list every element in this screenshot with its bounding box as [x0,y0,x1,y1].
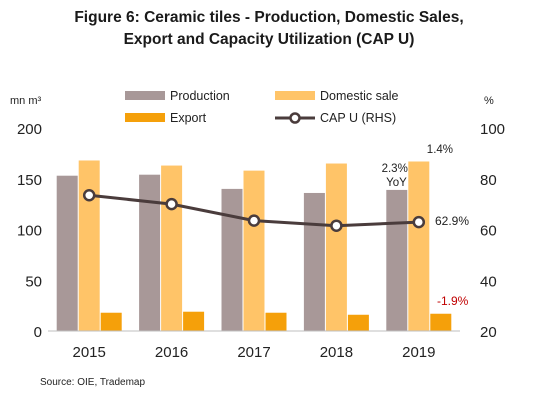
point-capu [165,197,178,211]
x-tick-label: 2019 [402,344,435,361]
right-tick-label: 60 [480,223,497,240]
point-capu [247,214,261,227]
annotation-export-2019: -1.9% [437,294,469,308]
legend-swatch-production [125,91,165,100]
left-tick-label: 200 [17,121,42,138]
right-tick-label: 100 [480,121,505,138]
bar-export [183,311,205,331]
bar-domestic-sale [243,170,265,331]
left-tick-label: 100 [17,223,42,240]
right-axis-unit: % [484,95,494,107]
annotation-production-2019-yoy: YoY [386,177,407,189]
x-tick-label: 2016 [155,344,188,361]
left-tick-label: 0 [34,324,42,341]
x-tick-label: 2015 [73,344,106,361]
chart-title: Figure 6: Ceramic tiles - Production, Do… [0,7,538,51]
chart-title-line1: Figure 6: Ceramic tiles - Production, Do… [74,9,464,26]
legend-label-cap-u-rhs: CAP U (RHS) [320,111,396,125]
left-tick-label: 150 [17,172,42,189]
bar-export [265,312,287,331]
bar-production [303,192,325,331]
source-note: Source: OIE, Trademap [40,377,146,388]
point-capu [412,215,426,229]
bar-export [430,313,452,331]
legend-label-production: Production [170,89,230,103]
legend-marker-cap-u-rhs [289,112,301,124]
left-tick-label: 50 [25,273,42,290]
legend-swatch-domestic-sale [275,91,315,100]
bar-production [221,188,243,331]
annotation-domestic-2019: 1.4% [427,144,453,156]
annotation-capu-2019: 62.9% [435,214,469,228]
right-tick-label: 20 [480,324,497,341]
bar-domestic-sale [408,161,430,331]
bar-production [139,174,161,331]
legend-label-domestic-sale: Domestic sale [320,89,399,103]
legend-swatch-export [125,113,165,122]
x-tick-label: 2018 [320,344,353,361]
bar-production [56,175,78,331]
right-tick-label: 40 [480,273,497,290]
bar-production [386,189,408,331]
chart-title-line2: Export and Capacity Utilization (CAP U) [123,31,415,48]
x-tick-label: 2017 [237,344,270,361]
bar-domestic-sale [325,163,347,331]
point-capu [330,219,343,232]
right-tick-label: 80 [480,172,497,189]
bar-domestic-sale [161,165,183,331]
bar-export [347,314,369,331]
left-axis-unit: mn m³ [10,95,42,107]
point-capu [82,188,96,202]
legend-label-export: Export [170,111,207,125]
annotation-production-2019: 2.3% [382,163,408,175]
bar-export [100,312,122,331]
bar-domestic-sale [78,160,100,331]
